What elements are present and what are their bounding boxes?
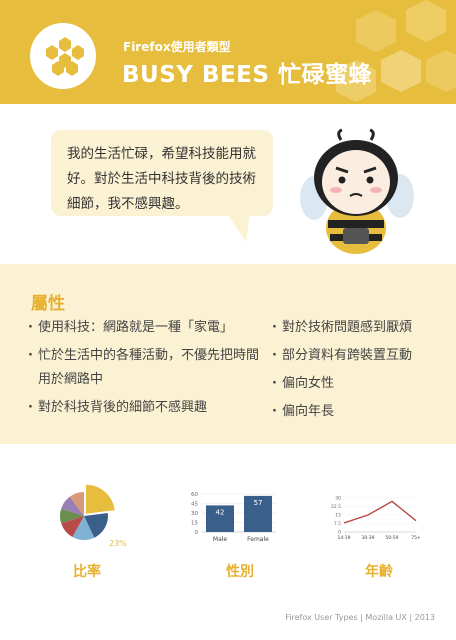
x-tick-label: 30-39	[361, 535, 374, 541]
pie-data-label: 23%	[109, 539, 127, 548]
speech-bubble	[51, 130, 273, 216]
list-item: 忙於生活中的各種活動，不優先把時間用於網路中	[28, 344, 260, 392]
list-item: 部分資料有跨裝置互動	[272, 344, 442, 368]
ratio-pie-chart: 23%	[60, 484, 127, 548]
persona-quote: 我的生活忙碌，希望科技能用就好。對於生活中科技背後的技術細節，我不感興趣。	[67, 146, 256, 212]
pie-slice	[60, 508, 84, 524]
pie-slice	[61, 496, 84, 516]
x-tick-label: 50-59	[385, 535, 398, 541]
age-label: 年齡	[365, 564, 393, 580]
y-tick-label: 7.5	[334, 521, 341, 527]
gender-label: 性別	[226, 564, 254, 580]
line-series	[343, 500, 417, 524]
y-tick-label: 15	[335, 513, 341, 519]
bar	[244, 495, 272, 532]
attributes-heading: 屬性	[31, 294, 65, 314]
honeycomb-icon	[46, 37, 84, 76]
pie-slice	[72, 516, 95, 540]
y-tick-label: 30	[335, 496, 341, 502]
header-banner: Firefox使用者類型 BUSY BEES 忙碌蜜蜂	[0, 0, 456, 104]
gender-bar-chart: 0 15 30 45 60 42 Male 57 Female	[191, 492, 276, 543]
list-item: 對於科技背後的細節不感興趣	[28, 396, 260, 420]
page-title: BUSY BEES 忙碌蜜蜂	[122, 62, 372, 88]
x-tick-label: 75+	[411, 535, 420, 541]
logo-badge	[30, 23, 96, 89]
pie-slice	[84, 512, 108, 538]
list-item: 偏向女性	[272, 372, 442, 396]
speech-bubble-tail	[226, 212, 250, 242]
age-line-chart: 0 7.5 15 22.5 30 14-19 30-39 50-59 75+	[331, 496, 420, 542]
briefcase-icon	[343, 228, 369, 244]
attributes-right-list: 對於技術問題感到厭煩 部分資料有跨裝置互動 偏向女性 偏向年長	[272, 316, 442, 428]
ratio-label: 比率	[73, 564, 101, 580]
y-tick-label: 22.5	[331, 504, 341, 510]
y-tick-label: 60	[191, 492, 198, 498]
y-tick-label: 0	[338, 530, 341, 536]
y-tick-label: 45	[191, 502, 198, 508]
bee-mascot	[300, 128, 414, 254]
list-item: 使用科技：網路就是一種「家電」	[28, 316, 260, 340]
y-tick-label: 0	[195, 530, 199, 536]
bar-value-label: 42	[216, 508, 225, 516]
x-tick-label: Male	[213, 536, 228, 543]
bar	[206, 505, 234, 532]
y-tick-label: 30	[191, 511, 198, 517]
attributes-section: 屬性 使用科技：網路就是一種「家電」 忙於生活中的各種活動，不優先把時間用於網路…	[0, 264, 456, 444]
pie-slice	[61, 516, 84, 538]
page-subtitle: Firefox使用者類型	[123, 40, 231, 54]
attributes-left-list: 使用科技：網路就是一種「家電」 忙於生活中的各種活動，不優先把時間用於網路中 對…	[28, 316, 260, 424]
bar-value-label: 57	[254, 499, 263, 507]
x-tick-label: 14-19	[337, 535, 350, 541]
x-tick-label: Female	[247, 536, 269, 543]
pie-slice	[69, 492, 84, 516]
footer-credit: Firefox User Types | Mozilla UX | 2013	[285, 613, 435, 622]
y-tick-label: 15	[191, 521, 198, 527]
pie-slice	[85, 484, 115, 514]
list-item: 對於技術問題感到厭煩	[272, 316, 442, 340]
list-item: 偏向年長	[272, 400, 442, 424]
honeycomb-decoration	[336, 0, 456, 102]
